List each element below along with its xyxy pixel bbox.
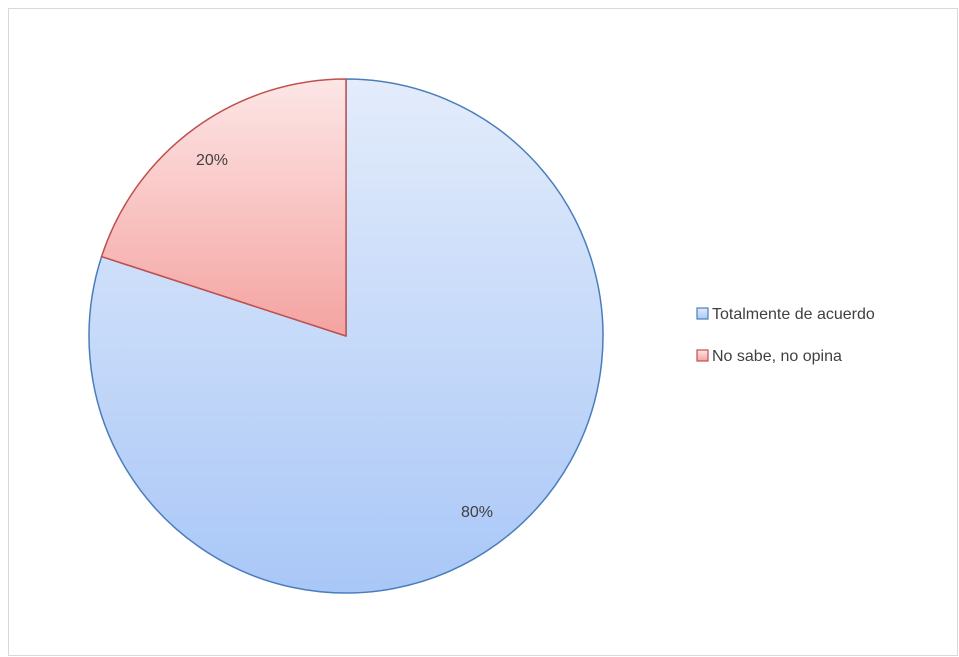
pie-slice-no-sabe-no-opina	[100, 78, 347, 337]
legend: Totalmente de acuerdo No sabe, no opina	[696, 306, 875, 365]
data-label-no-sabe-no-opina: 20%	[196, 152, 228, 169]
pie-slice-totalmente-de-acuerdo	[88, 78, 604, 594]
data-labels: 80% 20%	[196, 152, 493, 521]
legend-swatch-totalmente-de-acuerdo	[696, 307, 709, 320]
pie-slices	[88, 78, 604, 594]
data-label-totalmente-de-acuerdo: 80%	[461, 504, 493, 521]
legend-label-totalmente-de-acuerdo: Totalmente de acuerdo	[712, 306, 875, 323]
legend-swatch-no-sabe-no-opina	[696, 349, 709, 362]
legend-label-no-sabe-no-opina: No sabe, no opina	[712, 348, 842, 365]
